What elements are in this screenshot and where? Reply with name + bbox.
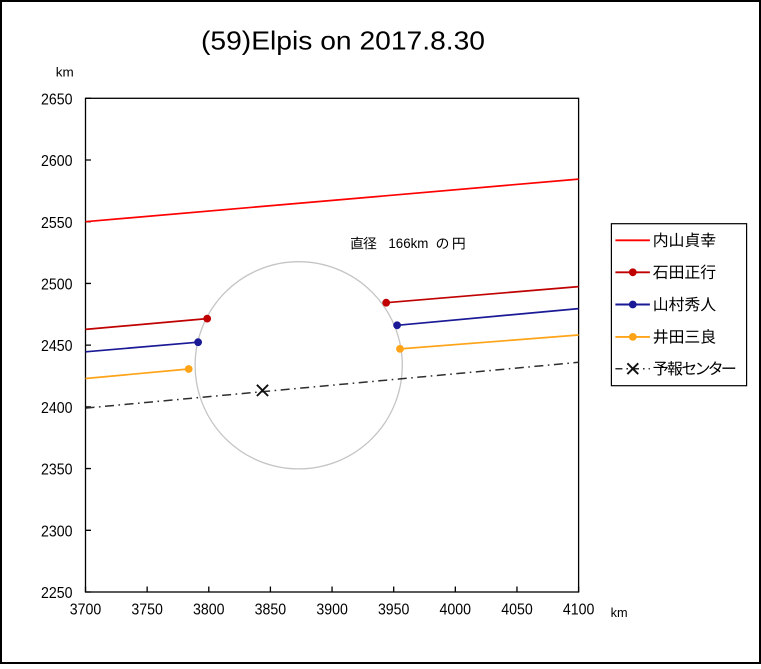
svg-text:2400: 2400	[41, 400, 73, 417]
svg-text:3700: 3700	[70, 602, 102, 619]
svg-text:4100: 4100	[563, 602, 595, 619]
svg-text:2600: 2600	[41, 153, 73, 170]
svg-text:2250: 2250	[41, 585, 73, 602]
svg-text:2450: 2450	[41, 338, 73, 355]
svg-text:166km: 166km	[388, 236, 428, 251]
svg-text:3850: 3850	[255, 602, 287, 619]
svg-text:(59)Elpis on 2017.8.30: (59)Elpis on 2017.8.30	[201, 25, 485, 55]
svg-text:3900: 3900	[316, 602, 348, 619]
svg-text:3950: 3950	[378, 602, 410, 619]
svg-text:km: km	[56, 64, 74, 79]
svg-text:4000: 4000	[440, 602, 472, 619]
svg-text:2550: 2550	[41, 215, 73, 232]
svg-text:2500: 2500	[41, 277, 73, 294]
svg-text:2350: 2350	[41, 462, 73, 479]
svg-text:km: km	[611, 605, 628, 620]
svg-text:2300: 2300	[41, 523, 73, 540]
svg-text:3750: 3750	[131, 602, 163, 619]
svg-text:4050: 4050	[501, 602, 533, 619]
svg-text:2650: 2650	[41, 91, 73, 108]
svg-text:3800: 3800	[193, 602, 225, 619]
